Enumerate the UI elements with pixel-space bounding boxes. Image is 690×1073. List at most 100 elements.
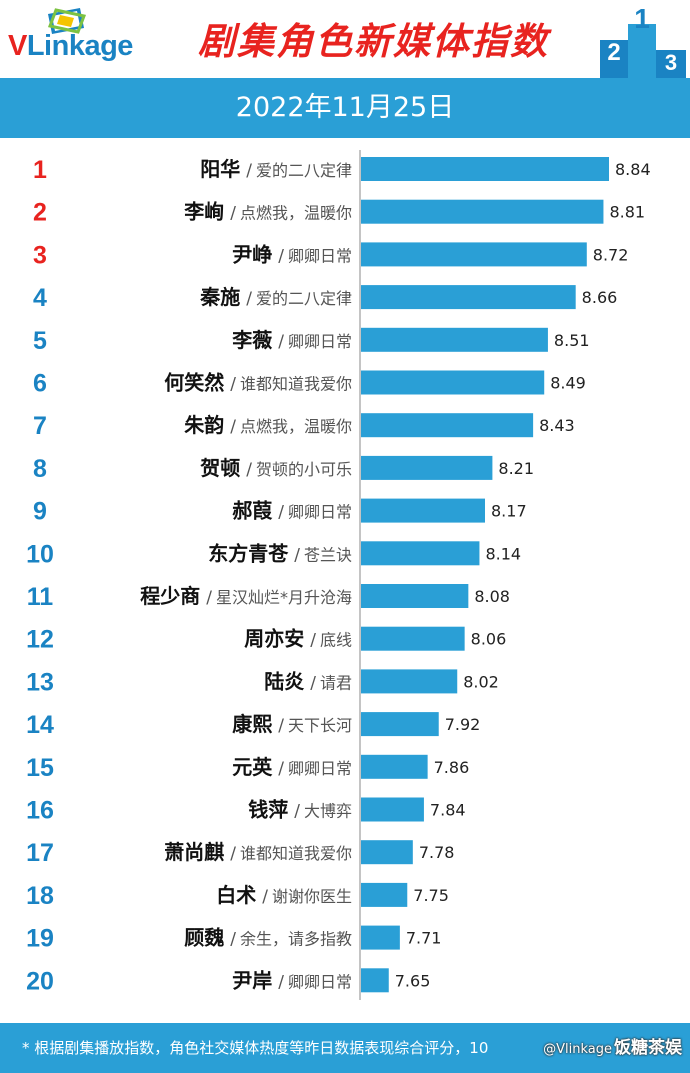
character-name: 贺顿 <box>200 456 240 480</box>
character-name: 李峋 <box>183 200 224 224</box>
character-name: 秦施 <box>199 285 240 309</box>
bar <box>361 285 576 310</box>
bar <box>361 584 469 608</box>
data-label: 8.21 <box>498 459 534 478</box>
drama-name: 卿卿日常 <box>288 332 352 351</box>
footer-band: * 根据剧集播放指数，角色社交媒体热度等昨日数据表现综合评分，10 @Vlink… <box>0 1023 690 1073</box>
logo-screen-icon <box>47 8 87 34</box>
chart-row: 18 白术 / 谢谢你医生 7.75 <box>26 882 449 910</box>
label-separator: / <box>278 972 284 992</box>
logo-rest: Linkage <box>26 30 134 62</box>
bar <box>361 370 545 395</box>
data-label: 8.72 <box>593 245 629 264</box>
bar <box>361 541 480 566</box>
label-separator: / <box>310 673 316 693</box>
category-label: 东方青苍 / 苍兰诀 <box>208 541 352 565</box>
category-label: 阳华 / 爱的二八定律 <box>200 157 352 181</box>
bar <box>361 797 424 822</box>
label-separator: / <box>230 204 236 224</box>
podium-digit-3: 3 <box>665 50 677 75</box>
rank-label: 15 <box>26 754 54 782</box>
chart-row: 3 尹峥 / 卿卿日常 8.72 <box>33 241 628 269</box>
drama-name: 余生，请多指教 <box>240 930 352 949</box>
drama-name: 卿卿日常 <box>288 972 352 991</box>
character-name: 郝葭 <box>232 499 273 523</box>
character-name: 周亦安 <box>244 627 304 651</box>
rank-label: 2 <box>33 199 47 227</box>
date-label: 2022年11月25日 <box>235 92 455 123</box>
data-label: 8.66 <box>582 288 618 307</box>
bar <box>361 669 458 694</box>
header: VLinkage 剧集角色新媒体指数 2 1 3 <box>0 0 690 78</box>
bar <box>361 840 413 865</box>
rank-label: 8 <box>33 455 47 483</box>
character-name: 钱萍 <box>248 798 288 822</box>
label-separator: / <box>230 844 236 864</box>
category-label: 李薇 / 卿卿日常 <box>231 328 352 352</box>
bar <box>361 882 408 907</box>
logo-initial: V <box>8 30 27 62</box>
chart-row: 19 顾魏 / 余生，请多指教 7.71 <box>26 925 441 953</box>
chart-row: 8 贺顿 / 贺顿的小可乐 8.21 <box>33 455 534 483</box>
drama-name: 爱的二八定律 <box>256 289 352 308</box>
data-label: 8.08 <box>474 587 510 606</box>
drama-name: 谢谢你医生 <box>272 887 352 906</box>
rank-label: 14 <box>26 711 54 739</box>
label-separator: / <box>230 930 236 950</box>
label-separator: / <box>310 631 316 651</box>
data-label: 7.92 <box>445 715 481 734</box>
category-label: 李峋 / 点燃我，温暖你 <box>183 200 352 224</box>
drama-name: 贺顿的小可乐 <box>256 460 352 479</box>
drama-name: 点燃我，温暖你 <box>240 204 352 223</box>
label-separator: / <box>246 460 252 480</box>
drama-name: 底线 <box>320 631 352 650</box>
chart-row: 9 郝葭 / 卿卿日常 8.17 <box>33 498 527 526</box>
drama-name: 苍兰诀 <box>304 545 352 564</box>
label-separator: / <box>278 759 284 779</box>
rank-label: 12 <box>26 626 54 654</box>
rank-label: 6 <box>33 370 47 398</box>
chart-row: 17 萧尚麒 / 谁都知道我爱你 7.78 <box>26 839 454 867</box>
bar <box>361 327 548 352</box>
podium-icon: 2 1 3 <box>600 6 686 78</box>
podium-digit-1: 1 <box>634 6 650 34</box>
category-label: 钱萍 / 大博弈 <box>248 798 352 822</box>
bar <box>361 754 428 779</box>
character-name: 顾魏 <box>184 926 224 950</box>
chart-row: 1 阳华 / 爱的二八定律 8.84 <box>33 156 651 184</box>
label-separator: / <box>294 802 300 822</box>
footer-note: * 根据剧集播放指数，角色社交媒体热度等昨日数据表现综合评分，10 <box>22 1039 489 1057</box>
label-separator: / <box>262 887 268 907</box>
data-label: 7.75 <box>413 886 449 905</box>
category-label: 陆炎 / 请君 <box>264 669 352 693</box>
rank-label: 4 <box>33 284 47 312</box>
data-label: 8.43 <box>539 416 575 435</box>
chart-row: 15 元英 / 卿卿日常 7.86 <box>26 754 469 782</box>
category-label: 朱韵 / 点燃我，温暖你 <box>184 413 352 437</box>
character-name: 何笑然 <box>164 371 224 395</box>
category-label: 顾魏 / 余生，请多指教 <box>184 926 352 950</box>
character-name: 阳华 <box>200 157 240 181</box>
category-label: 尹岸 / 卿卿日常 <box>232 968 352 992</box>
category-label: 尹峥 / 卿卿日常 <box>232 242 352 266</box>
category-label: 康熙 / 天下长河 <box>232 712 352 736</box>
bar <box>361 242 587 267</box>
label-separator: / <box>246 161 252 181</box>
chart-row: 16 钱萍 / 大博弈 7.84 <box>26 797 465 825</box>
watermark-handle: @Vlinkage <box>543 1042 612 1057</box>
character-name: 白术 <box>216 883 256 907</box>
data-label: 8.84 <box>615 160 651 179</box>
chart-row: 12 周亦安 / 底线 8.06 <box>26 626 506 654</box>
podium-digit-2: 2 <box>607 39 620 66</box>
drama-name: 卿卿日常 <box>288 503 352 522</box>
rank-label: 3 <box>33 241 47 269</box>
label-separator: / <box>294 545 300 565</box>
bar <box>361 455 493 480</box>
data-label: 7.65 <box>395 971 431 990</box>
category-label: 元英 / 卿卿日常 <box>232 755 352 779</box>
chart-row: 4 秦施 / 爱的二八定律 8.66 <box>33 284 617 312</box>
rank-label: 17 <box>26 839 54 867</box>
data-label: 8.17 <box>491 502 527 521</box>
chart-row: 20 尹岸 / 卿卿日常 7.65 <box>26 967 430 995</box>
character-name: 朱韵 <box>184 413 224 437</box>
